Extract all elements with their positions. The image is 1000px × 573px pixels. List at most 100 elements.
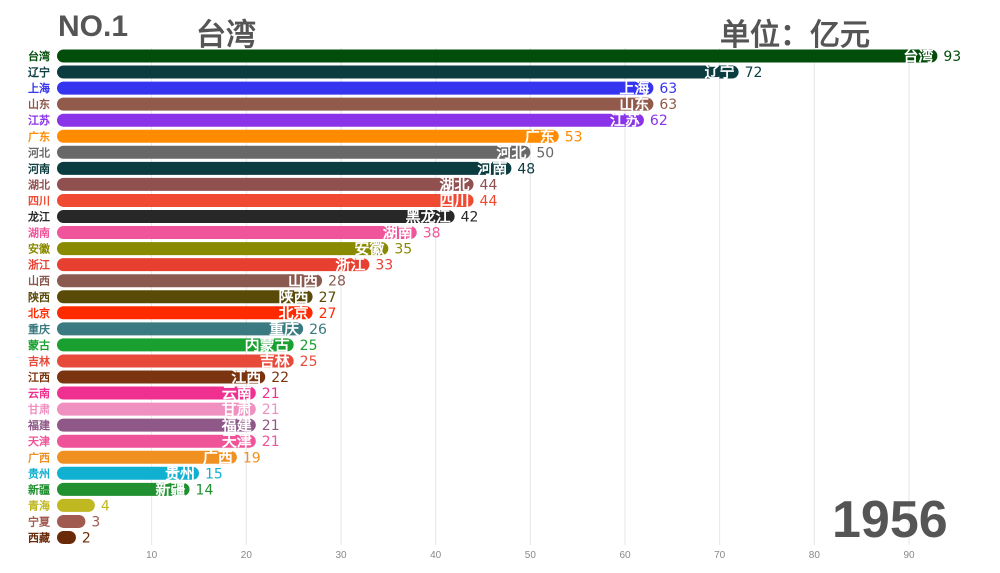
value-label: 44 — [480, 177, 498, 193]
bar-row: 天津 天津 21 — [28, 432, 280, 450]
category-label: 上海 — [28, 81, 50, 95]
value-label: 42 — [461, 210, 479, 226]
category-label: 江苏 — [28, 113, 50, 127]
bar — [57, 450, 237, 464]
category-label: 蒙古 — [28, 338, 50, 352]
bar-inside-label: 广东 — [525, 127, 555, 145]
value-label: 21 — [262, 418, 280, 434]
category-label: 广东 — [28, 129, 50, 143]
bar — [57, 226, 417, 240]
value-label: 25 — [300, 354, 318, 370]
bar — [57, 386, 256, 400]
bar-inside-label: 黑龙江 — [406, 208, 451, 226]
bar-inside-label: 台湾 — [903, 47, 933, 65]
x-tick-label: 70 — [714, 550, 726, 561]
bar — [57, 370, 266, 384]
bar-row: 重庆 重庆 26 — [28, 320, 327, 338]
category-label: 辽宁 — [28, 65, 50, 79]
bar-inside-label: 河北 — [496, 143, 526, 161]
leader-name: 台湾 — [196, 18, 256, 53]
bar — [57, 113, 644, 127]
category-label: 浙江 — [28, 258, 50, 272]
bar — [57, 65, 739, 79]
x-tick-label: 50 — [525, 550, 537, 561]
value-label: 48 — [517, 161, 535, 177]
bar-inside-label: 新疆 — [156, 480, 186, 498]
bar-row: 江苏 江苏 62 — [28, 111, 668, 129]
category-label: 甘肃 — [28, 402, 50, 416]
bar — [57, 274, 323, 288]
bar-inside-label: 北京 — [279, 304, 309, 322]
bar — [57, 466, 199, 480]
category-label: 湖南 — [28, 226, 50, 240]
category-label: 宁夏 — [28, 514, 51, 528]
x-tick-label: 60 — [619, 550, 631, 561]
bar-inside-label: 云南 — [222, 384, 252, 402]
bar-inside-label: 山东 — [619, 95, 649, 113]
x-tick-label: 30 — [335, 550, 347, 561]
bar-row: 浙江 浙江 33 — [28, 256, 393, 274]
value-label: 21 — [262, 386, 280, 402]
bar-row: 四川 四川 44 — [28, 191, 497, 209]
bar-inside-label: 上海 — [619, 79, 649, 97]
category-label: 重庆 — [28, 322, 50, 336]
bar-inside-label: 甘肃 — [222, 400, 252, 418]
bar-row: 山西 山西 28 — [28, 272, 346, 290]
bar — [57, 402, 256, 416]
value-label: 14 — [196, 482, 214, 498]
value-label: 62 — [650, 113, 668, 129]
x-tick-label: 10 — [146, 550, 158, 561]
category-label: 新疆 — [28, 482, 50, 496]
value-label: 27 — [319, 290, 337, 306]
category-label: 云南 — [28, 386, 50, 400]
category-label: 河南 — [28, 161, 50, 175]
bar-inside-label: 湖北 — [440, 175, 470, 193]
value-label: 2 — [82, 531, 91, 547]
value-label: 44 — [480, 193, 498, 209]
bar-inside-label: 四川 — [440, 191, 470, 209]
unit-label: 单位：亿元 — [720, 18, 870, 53]
bar-inside-label: 山西 — [288, 272, 318, 290]
bar-row: 河南 河南 48 — [28, 159, 535, 177]
value-label: 26 — [309, 322, 327, 338]
bar-inside-label: 江苏 — [610, 111, 640, 129]
category-label: 陕西 — [28, 290, 50, 304]
category-label: 福建 — [27, 418, 51, 432]
category-label: 天津 — [28, 434, 50, 448]
bar-row: 福建 福建 21 — [27, 416, 280, 434]
value-label: 63 — [659, 81, 677, 97]
bar-row: 湖北 湖北 44 — [28, 175, 497, 193]
category-label: 山东 — [28, 97, 50, 111]
bar-inside-label: 广西 — [203, 448, 233, 466]
value-label: 21 — [262, 434, 280, 450]
category-label: 广西 — [28, 450, 50, 464]
bar — [57, 338, 294, 352]
category-label: 贵州 — [28, 466, 50, 480]
bar-row: 龙江 黑龙江 42 — [27, 208, 478, 226]
value-label: 15 — [205, 466, 223, 482]
bar-inside-label: 河南 — [477, 159, 507, 177]
value-label: 22 — [271, 370, 289, 386]
value-label: 28 — [328, 274, 346, 290]
rank-label: NO.1 — [58, 10, 129, 43]
bar-row: 青海 4 — [28, 498, 110, 514]
x-tick-label: 90 — [903, 550, 915, 561]
bar — [57, 177, 474, 191]
bar-inside-label: 吉林 — [260, 352, 291, 370]
bar — [57, 482, 190, 496]
bar-inside-label: 贵州 — [165, 464, 195, 482]
category-label: 龙江 — [27, 210, 50, 224]
category-label: 台湾 — [28, 49, 50, 63]
value-label: 35 — [394, 242, 412, 258]
bar — [57, 434, 256, 448]
bar — [57, 514, 86, 528]
bar-row: 吉林 吉林 25 — [28, 352, 317, 370]
bar — [57, 306, 313, 320]
bar-inside-label: 江西 — [231, 368, 261, 386]
bar-row: 广东 广东 53 — [28, 127, 583, 145]
bar-row: 新疆 新疆 14 — [28, 480, 213, 498]
bar-row: 辽宁 辽宁 72 — [28, 63, 762, 81]
value-label: 63 — [659, 97, 677, 113]
